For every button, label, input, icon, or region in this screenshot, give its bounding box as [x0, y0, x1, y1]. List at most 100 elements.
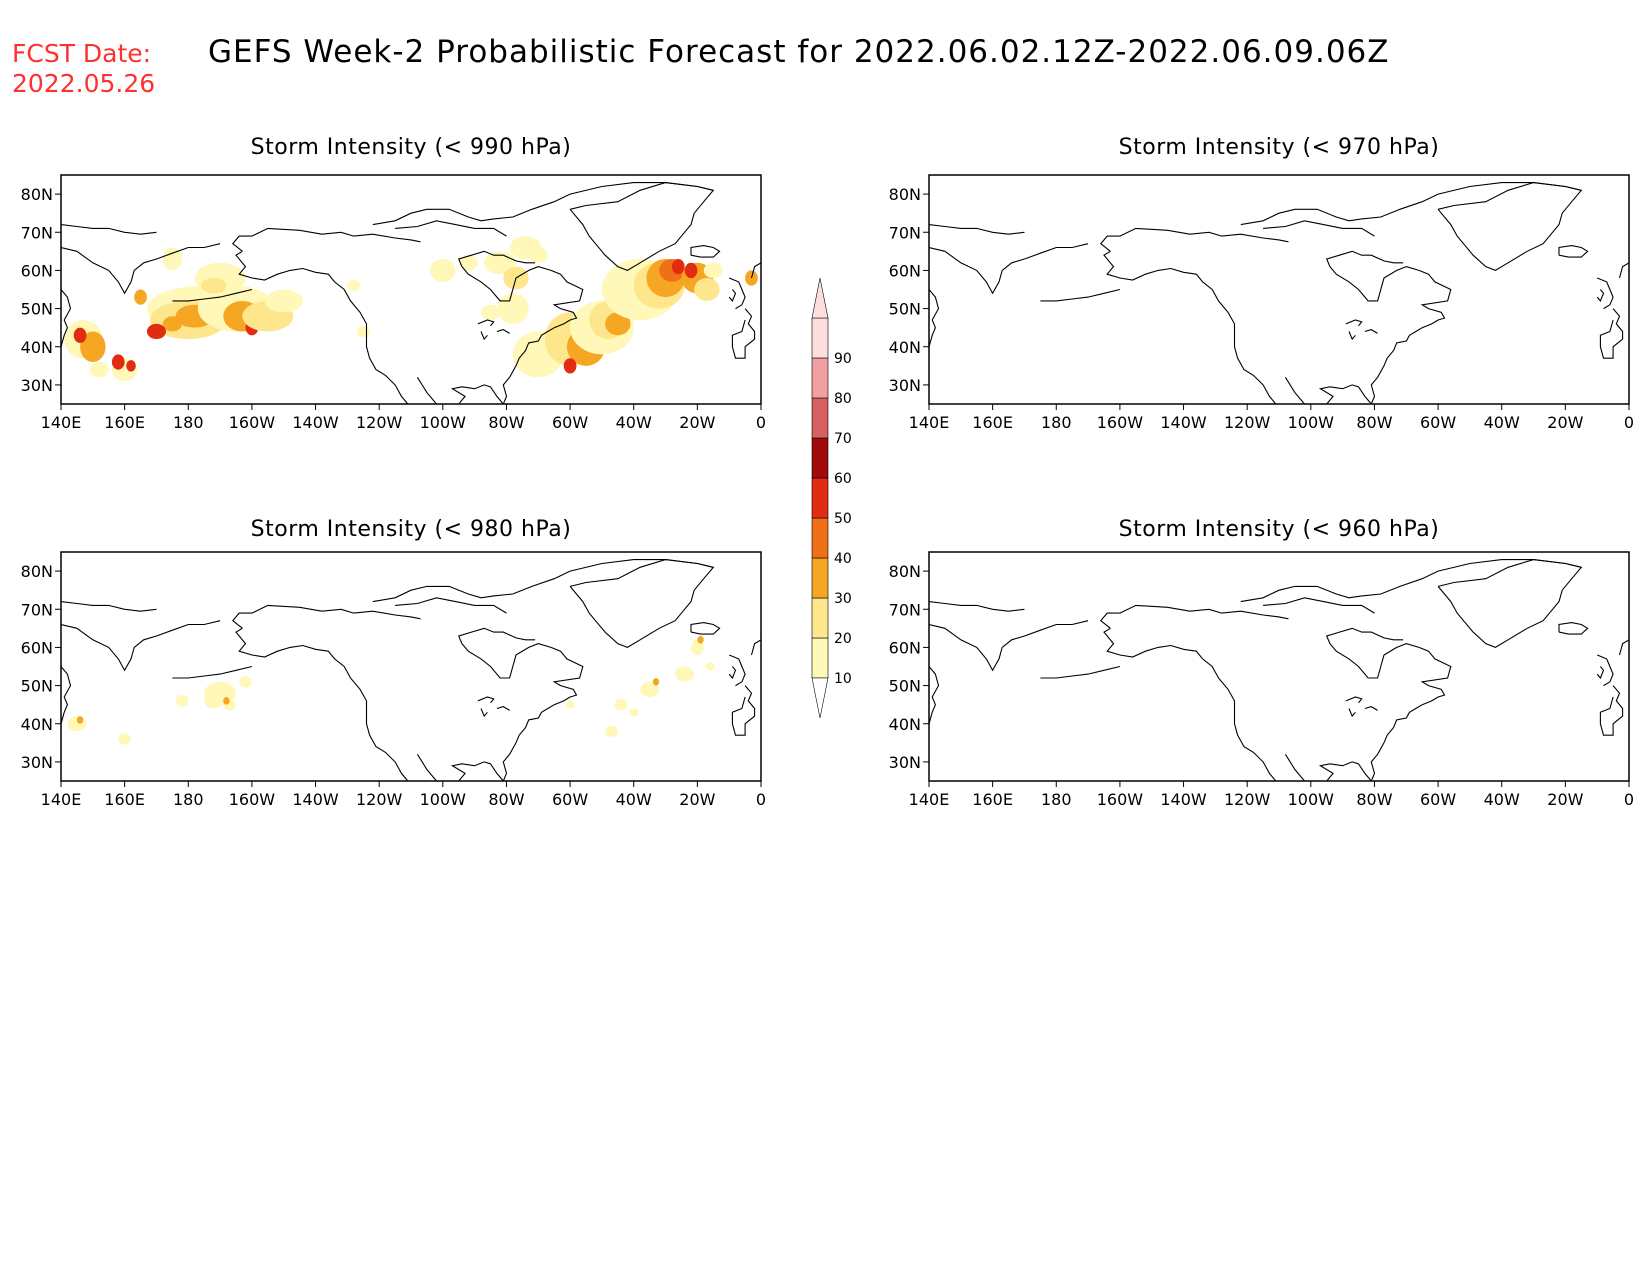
- colorbar-label: 90: [834, 351, 852, 367]
- coastline: [1370, 269, 1452, 404]
- map-panel-3: Storm Intensity (< 980 hPa) 30N 40N 50N 60N 7…: [21, 517, 766, 809]
- coastline: [1618, 639, 1629, 656]
- lat-label: 40N: [889, 338, 921, 357]
- coastline: [251, 227, 421, 243]
- coastline: [251, 604, 421, 620]
- probability-cell: [118, 733, 131, 745]
- coastline: [1345, 319, 1363, 327]
- lat-label: 50N: [21, 300, 53, 319]
- lon-label: 180: [1041, 790, 1072, 809]
- lat-label: 40N: [21, 715, 53, 734]
- probability-cell: [563, 358, 577, 374]
- probability-cell: [565, 700, 575, 709]
- lat-label: 70N: [21, 600, 53, 619]
- probability-cell: [134, 289, 147, 305]
- coastline: [1370, 646, 1452, 781]
- lat-label: 50N: [889, 677, 921, 696]
- colorbar-label: 50: [834, 511, 852, 527]
- lat-label: 40N: [889, 715, 921, 734]
- lon-label: 0: [1624, 413, 1634, 432]
- probability-cell: [605, 725, 618, 738]
- probability-cell: [640, 681, 660, 698]
- coastline: [1119, 227, 1289, 243]
- lon-label: 160W: [229, 413, 276, 432]
- probability-cell: [705, 662, 715, 671]
- coastline: [477, 696, 495, 704]
- map-frame: [928, 551, 1630, 782]
- probability-cell: [694, 278, 720, 301]
- lon-label: 0: [756, 413, 766, 432]
- colorbar-swatch: [811, 437, 829, 479]
- coastline: [728, 666, 737, 680]
- coastline: [1596, 654, 1614, 687]
- lat-label: 30N: [21, 753, 53, 772]
- coastline: [1618, 262, 1629, 279]
- figure-title: GEFS Week-2 Probabilistic Forecast for 2…: [208, 34, 1390, 70]
- probability-cell: [703, 262, 723, 279]
- lat-label: 80N: [21, 562, 53, 581]
- lon-label: 120W: [356, 413, 403, 432]
- probability-cell: [528, 247, 548, 263]
- lon-label: 100W: [420, 790, 467, 809]
- lon-label: 140E: [909, 790, 950, 809]
- probability-cell: [684, 262, 698, 279]
- colorbar-top-cap: [811, 277, 829, 319]
- lon-label: 160W: [229, 790, 276, 809]
- coastline: [1240, 182, 1582, 226]
- lat-label: 80N: [889, 562, 921, 581]
- lat-label: 50N: [21, 677, 53, 696]
- coastline: [172, 665, 253, 679]
- lon-label: 160E: [972, 790, 1013, 809]
- coastline: [569, 559, 715, 649]
- probability-cell: [458, 255, 478, 271]
- lon-label: 140W: [292, 790, 339, 809]
- coastline: [1284, 377, 1305, 404]
- coastline: [61, 289, 72, 347]
- probability-cell: [67, 716, 87, 732]
- map-panel-2: Storm Intensity (< 970 hPa) 30N 40N 50N 60N 7…: [889, 135, 1634, 432]
- colorbar-swatch: [811, 397, 829, 439]
- lon-label: 60W: [552, 413, 588, 432]
- map-area: [929, 182, 1629, 404]
- coastline: [416, 377, 437, 404]
- lat-label: 60N: [21, 638, 53, 657]
- coastline: [61, 224, 157, 235]
- colorbar-swatch: [811, 357, 829, 399]
- lon-label: 20W: [1547, 790, 1583, 809]
- coastline: [480, 708, 488, 718]
- colorbar-swatch: [811, 597, 829, 639]
- coastline: [1263, 220, 1375, 237]
- coastline: [1558, 622, 1589, 635]
- lon-label: 160E: [972, 413, 1013, 432]
- coastline: [929, 620, 1089, 672]
- lon-label: 140E: [41, 413, 82, 432]
- coastline: [457, 250, 552, 302]
- lon-label: 40W: [616, 790, 652, 809]
- coastline: [1596, 277, 1614, 310]
- coastline: [1263, 597, 1375, 614]
- coastline: [1599, 308, 1624, 359]
- coastline: [232, 612, 252, 629]
- colorbar-swatch: [811, 477, 829, 519]
- coastline: [372, 559, 714, 603]
- lon-label: 20W: [679, 413, 715, 432]
- lon-label: 100W: [1288, 413, 1335, 432]
- lon-label: 40W: [616, 413, 652, 432]
- map-panel-1: Storm Intensity (< 990 hPa) 30N 40N 50N 60N 7…: [21, 135, 766, 432]
- lat-label: 60N: [889, 261, 921, 280]
- colorbar-bottom-cap: [811, 677, 829, 719]
- coastline: [457, 627, 552, 679]
- lon-label: 100W: [420, 413, 467, 432]
- lon-label: 40W: [1484, 790, 1520, 809]
- fcst-date-label: FCST Date:: [12, 39, 151, 68]
- coastline: [395, 597, 507, 614]
- coastline: [61, 601, 157, 612]
- map-area: [61, 182, 761, 404]
- coastline: [172, 288, 253, 302]
- probability-cell: [162, 247, 182, 271]
- coastline: [1040, 288, 1121, 302]
- probability-cell: [111, 354, 125, 370]
- coastline: [728, 277, 746, 310]
- lon-label: 60W: [552, 790, 588, 809]
- coastline: [690, 622, 721, 635]
